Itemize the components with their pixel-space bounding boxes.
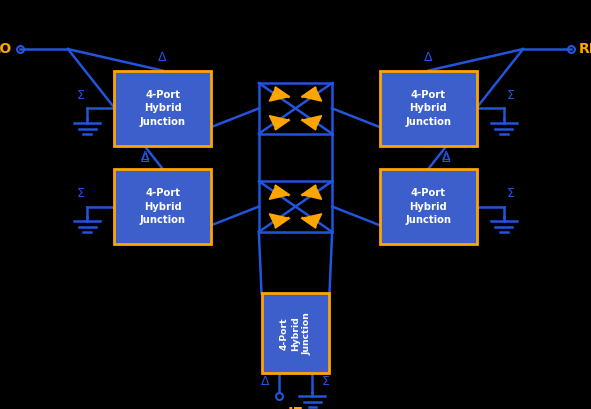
Polygon shape [269, 214, 288, 227]
Text: 4-Port
Hybrid
Junction: 4-Port Hybrid Junction [139, 90, 186, 126]
Text: IF: IF [287, 407, 304, 409]
Text: Σ: Σ [322, 375, 329, 388]
Polygon shape [269, 186, 288, 199]
Polygon shape [303, 116, 322, 129]
Text: Σ: Σ [507, 89, 515, 102]
Text: Δ: Δ [141, 151, 149, 163]
Text: 4-Port
Hybrid
Junction: 4-Port Hybrid Junction [139, 189, 186, 225]
Bar [113, 169, 212, 245]
Polygon shape [303, 88, 322, 101]
Polygon shape [303, 186, 322, 199]
Text: 4-Port
Hybrid
Junction: 4-Port Hybrid Junction [405, 90, 452, 126]
Text: 4-Port
Hybrid
Junction: 4-Port Hybrid Junction [279, 312, 312, 355]
Text: Σ: Σ [76, 187, 85, 200]
Bar [113, 71, 212, 146]
Text: Δ: Δ [141, 152, 149, 164]
Text: Δ: Δ [261, 375, 269, 388]
Text: 4-Port
Hybrid
Junction: 4-Port Hybrid Junction [405, 189, 452, 225]
Text: Δ: Δ [442, 151, 450, 163]
Polygon shape [269, 88, 288, 101]
Text: Δ: Δ [442, 152, 450, 164]
Bar [379, 169, 477, 245]
Polygon shape [303, 214, 322, 227]
Bar [379, 71, 477, 146]
Text: Σ: Σ [507, 187, 515, 200]
Text: RF: RF [579, 42, 591, 56]
Text: Σ: Σ [76, 89, 85, 102]
Text: Δ: Δ [424, 52, 433, 64]
Bar [261, 294, 329, 373]
Text: Δ: Δ [158, 52, 167, 64]
Polygon shape [269, 116, 288, 129]
Text: LO: LO [0, 42, 12, 56]
